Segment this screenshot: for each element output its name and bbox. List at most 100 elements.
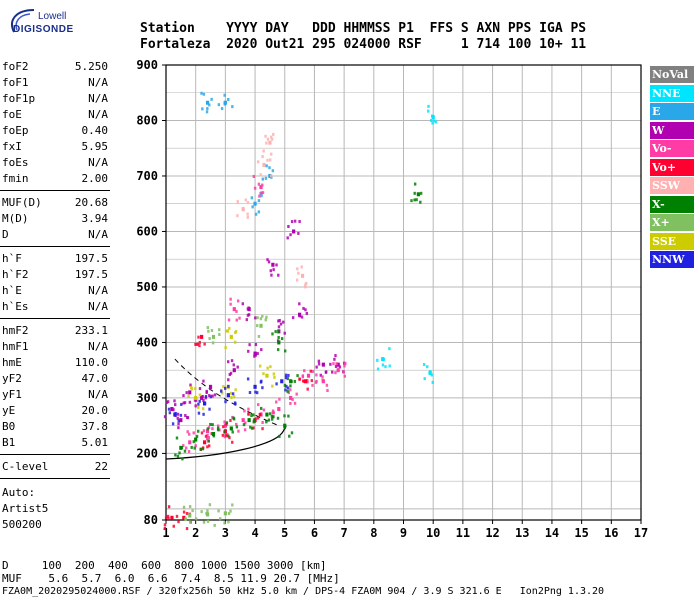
data-point <box>181 457 184 461</box>
data-point <box>296 267 299 271</box>
data-point <box>243 409 246 413</box>
data-point <box>221 433 225 437</box>
data-point <box>206 445 209 449</box>
data-point <box>247 412 250 416</box>
data-point <box>286 386 290 390</box>
data-point <box>202 92 206 96</box>
data-point <box>329 362 332 366</box>
data-point <box>268 140 272 145</box>
data-point <box>187 450 191 454</box>
data-point <box>209 422 212 426</box>
data-point <box>431 121 434 125</box>
data-point <box>191 509 194 513</box>
data-point <box>413 198 416 202</box>
data-point <box>233 395 236 399</box>
data-point <box>197 405 200 409</box>
data-point <box>311 369 315 373</box>
data-point <box>272 372 276 376</box>
param-row: foE N/A <box>2 108 108 121</box>
data-point <box>257 182 261 186</box>
param-row: yE 20.0 <box>2 404 108 417</box>
data-point <box>218 328 221 332</box>
param-row: hmE 110.0 <box>2 356 108 369</box>
data-point <box>223 420 226 424</box>
data-point <box>163 523 167 527</box>
data-point <box>257 199 261 203</box>
data-point <box>241 206 245 210</box>
data-point <box>223 435 227 439</box>
data-point <box>177 422 180 426</box>
data-point <box>289 401 292 405</box>
y-tick-label: 400 <box>136 335 158 349</box>
data-point <box>166 400 170 404</box>
x-tick-label: 4 <box>251 526 258 540</box>
data-point <box>199 447 202 451</box>
data-point <box>244 421 247 425</box>
data-point <box>202 440 207 445</box>
data-point <box>208 103 211 107</box>
data-point <box>305 281 308 285</box>
x-tick-label: 1 <box>162 526 169 540</box>
data-point <box>180 402 183 406</box>
data-point <box>234 330 238 334</box>
data-point <box>189 520 192 524</box>
x-tick-label: 15 <box>574 526 588 540</box>
data-point <box>251 205 254 209</box>
data-point <box>283 414 286 418</box>
data-point <box>343 374 346 378</box>
data-point <box>229 302 232 306</box>
data-point <box>247 418 251 423</box>
data-point <box>311 383 314 387</box>
data-point <box>270 417 274 421</box>
x-tick-label: 6 <box>311 526 318 540</box>
data-point <box>222 425 225 429</box>
data-point <box>227 318 231 322</box>
data-point <box>286 389 289 393</box>
data-point <box>264 176 268 180</box>
y-tick-label: 600 <box>136 224 158 238</box>
divider <box>0 454 110 455</box>
data-point <box>338 365 342 369</box>
data-point <box>193 446 196 450</box>
data-point <box>336 368 340 373</box>
data-point <box>198 387 202 391</box>
data-point <box>238 316 241 320</box>
x-tick-label: 10 <box>426 526 440 540</box>
data-point <box>182 444 185 448</box>
data-point <box>254 316 257 320</box>
x-tick-label: 16 <box>604 526 618 540</box>
data-point <box>195 434 199 438</box>
data-point <box>201 407 205 411</box>
data-point <box>325 383 329 387</box>
param-row: hmF1 N/A <box>2 340 108 353</box>
data-point <box>176 416 179 420</box>
data-point <box>208 394 211 398</box>
x-tick-label: 8 <box>370 526 377 540</box>
data-point <box>209 387 212 391</box>
auto-artist: Artist5 <box>2 502 49 515</box>
data-point <box>211 431 216 436</box>
data-point <box>224 400 227 404</box>
data-point <box>182 401 185 405</box>
data-point <box>296 374 299 378</box>
data-point <box>432 119 436 123</box>
data-point <box>201 447 205 451</box>
data-point <box>303 379 306 383</box>
x-tick-label: 2 <box>192 526 199 540</box>
data-point <box>261 314 264 318</box>
data-point <box>194 395 198 400</box>
param-row: B1 5.01 <box>2 436 108 449</box>
data-point <box>271 332 274 336</box>
param-row: B0 37.8 <box>2 420 108 433</box>
data-point <box>198 340 201 344</box>
data-point <box>252 174 256 178</box>
data-point <box>230 359 234 363</box>
data-point <box>427 104 430 108</box>
data-point <box>194 404 197 408</box>
x-tick-label: 3 <box>222 526 229 540</box>
data-point <box>206 519 210 523</box>
data-point <box>231 503 234 507</box>
data-point <box>272 132 275 136</box>
data-point <box>343 364 346 368</box>
data-point <box>286 377 289 381</box>
